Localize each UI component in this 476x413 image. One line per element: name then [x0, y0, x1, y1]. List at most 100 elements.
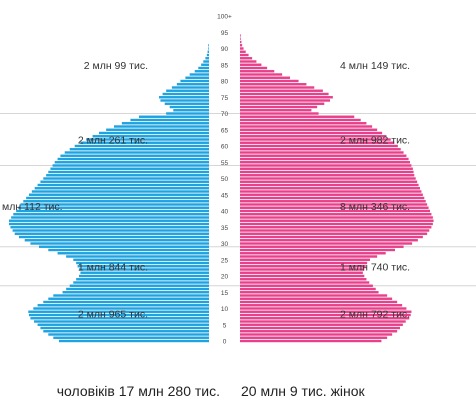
- age-tick-label: 30: [221, 241, 229, 248]
- male-bar: [207, 50, 209, 53]
- female-bar: [240, 109, 312, 112]
- female-bar: [240, 144, 398, 148]
- age-tick-label: 35: [221, 225, 229, 232]
- male-bar: [24, 239, 210, 242]
- male-bar: [79, 274, 209, 278]
- male-bar: [99, 131, 209, 135]
- age-tick-label: 15: [221, 290, 229, 297]
- male-bar: [198, 66, 209, 70]
- age-tick-label: 50: [221, 176, 229, 183]
- female-group-label: 2 млн 792 тис.: [340, 308, 410, 320]
- age-tick-label: 70: [221, 111, 229, 118]
- male-bar: [139, 115, 209, 118]
- male-bar: [64, 151, 209, 154]
- male-bar: [180, 79, 209, 83]
- male-bar: [62, 291, 210, 294]
- male-bar: [40, 326, 209, 330]
- male-bars: [9, 44, 210, 343]
- female-bar: [240, 50, 246, 53]
- female-group-label: 4 млн 149 тис.: [340, 60, 410, 72]
- male-bar: [201, 63, 209, 66]
- female-bar: [240, 161, 410, 164]
- female-bar: [240, 112, 319, 115]
- female-bar: [240, 213, 432, 216]
- female-bar: [240, 300, 398, 304]
- female-bar: [240, 209, 430, 213]
- male-bar: [92, 135, 209, 138]
- male-bar: [169, 105, 209, 109]
- female-bar: [240, 326, 400, 330]
- female-bar: [240, 216, 433, 219]
- female-bar: [240, 313, 411, 317]
- age-tick-label: 85: [221, 62, 229, 69]
- female-bar: [240, 320, 406, 323]
- female-bar: [240, 336, 388, 339]
- female-bar: [240, 287, 376, 291]
- male-bar: [26, 196, 210, 200]
- female-bar: [240, 219, 434, 222]
- male-bar: [59, 339, 209, 343]
- male-group-label: 2 млн 261 тис.: [78, 135, 148, 147]
- male-bar: [77, 265, 209, 268]
- female-bar: [240, 304, 403, 307]
- female-bar: [240, 76, 290, 79]
- male-bar: [53, 336, 210, 339]
- male-bar: [208, 47, 209, 50]
- male-bar: [37, 323, 210, 326]
- male-group-label: 2 млн 965 тис.: [78, 308, 148, 320]
- male-bar: [73, 258, 210, 261]
- male-bar: [76, 278, 210, 281]
- female-bar: [240, 248, 395, 252]
- female-bar: [240, 255, 378, 258]
- female-bar: [240, 118, 361, 122]
- male-bar: [34, 187, 209, 190]
- female-bar: [240, 268, 365, 271]
- male-bar: [9, 222, 209, 226]
- female-bar: [240, 154, 407, 157]
- male-bar: [208, 44, 209, 47]
- male-bar: [206, 53, 209, 57]
- female-bar: [240, 164, 412, 167]
- female-bar: [240, 284, 373, 287]
- female-bar: [240, 135, 387, 138]
- male-bar: [166, 89, 209, 92]
- female-bar: [240, 180, 418, 183]
- male-bar: [19, 235, 209, 239]
- female-bar: [240, 339, 382, 343]
- male-bar: [43, 300, 210, 304]
- female-bar: [240, 37, 241, 40]
- female-bar: [240, 92, 329, 96]
- female-bar: [240, 96, 333, 99]
- male-bar: [164, 102, 209, 105]
- age-tick-label: 20: [221, 274, 229, 281]
- female-bar: [240, 60, 257, 63]
- male-bar: [20, 203, 209, 206]
- female-bar: [240, 278, 367, 281]
- male-bar: [48, 248, 210, 252]
- female-bar: [240, 157, 409, 161]
- male-bar: [160, 99, 209, 102]
- male-bar: [13, 213, 209, 216]
- female-bar: [240, 281, 370, 284]
- female-bar: [240, 265, 366, 268]
- female-bar: [240, 310, 412, 313]
- female-bar: [240, 102, 325, 105]
- female-bar: [240, 203, 428, 206]
- female-bar: [240, 294, 388, 297]
- female-bar: [240, 323, 403, 326]
- female-bar: [240, 122, 367, 125]
- male-group-label: 2 млн 99 тис.: [84, 60, 148, 72]
- male-bar: [159, 96, 209, 99]
- age-tick-label: 90: [221, 46, 229, 53]
- female-bar: [240, 333, 393, 336]
- female-bar: [240, 34, 241, 37]
- male-bar: [130, 118, 209, 122]
- female-bar: [240, 226, 432, 229]
- male-bar: [34, 320, 209, 323]
- female-bar: [240, 258, 370, 261]
- male-bar: [11, 216, 210, 219]
- female-bar: [240, 79, 299, 83]
- male-bar: [28, 310, 209, 313]
- female-bar: [240, 307, 407, 310]
- male-bar: [54, 161, 209, 164]
